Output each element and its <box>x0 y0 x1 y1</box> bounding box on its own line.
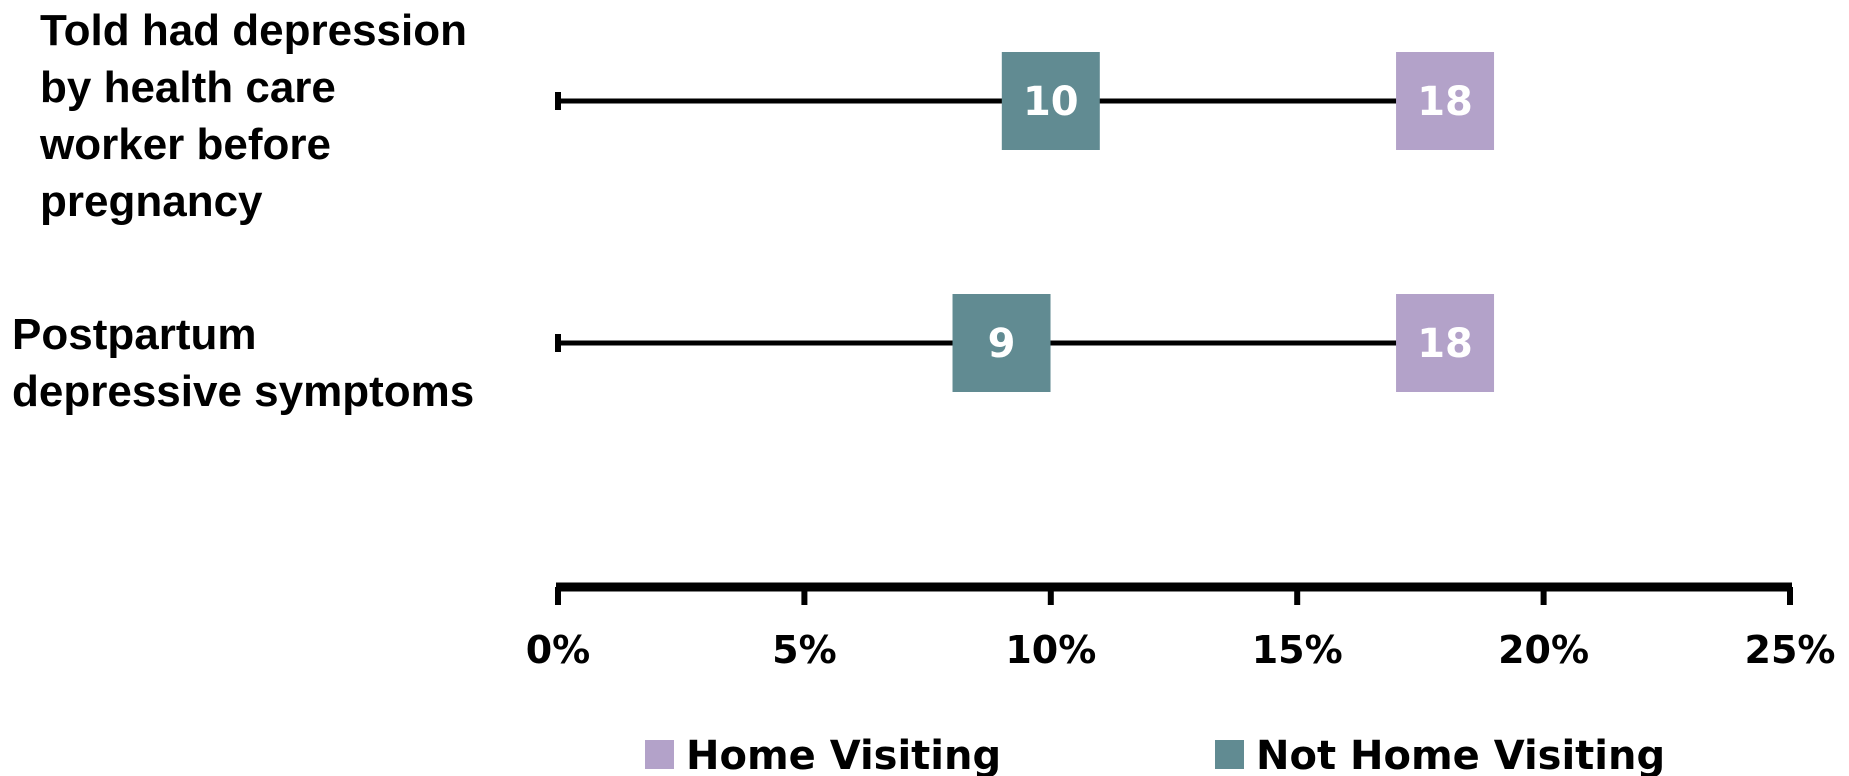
legend: Home Visiting Not Home Visiting <box>645 733 1665 776</box>
not-home-visiting-legend-swatch <box>1215 740 1244 769</box>
home-visiting-legend-swatch <box>645 740 674 769</box>
home-visiting-marker <box>1396 52 1495 150</box>
x-axis-tick-label: 20% <box>1498 628 1589 672</box>
home-visiting-value-label: 18 <box>1417 321 1473 367</box>
category-label: Told had depression by health care worker … <box>39 6 467 226</box>
home-visiting-value-label: 18 <box>1417 79 1473 125</box>
category-label: Postpartum depressive symptoms <box>12 310 474 416</box>
category-label-line: depressive symptoms <box>12 367 474 416</box>
category-label-line: Told had depression <box>40 6 467 55</box>
not-home-visiting-legend-label: Not Home Visiting <box>1256 733 1665 776</box>
not-home-visiting-value-label: 10 <box>1023 79 1079 125</box>
x-axis-tick-label: 5% <box>772 628 837 672</box>
x-axis: 0% 5% 10% 15% 20% 25% <box>526 582 1836 672</box>
category-label-line: by health care <box>40 63 336 112</box>
not-home-visiting-marker <box>1001 52 1100 150</box>
x-axis-tick-label: 10% <box>1005 628 1096 672</box>
not-home-visiting-value-label: 9 <box>988 321 1016 367</box>
category-label-line: worker before <box>39 120 331 169</box>
category-label-line: pregnancy <box>40 177 263 226</box>
category-row: Told had depression by health care worker … <box>39 6 1495 226</box>
home-visiting-legend-label: Home Visiting <box>686 733 1001 776</box>
x-axis-tick-label: 15% <box>1252 628 1343 672</box>
category-label-line: Postpartum <box>12 310 256 359</box>
not-home-visiting-marker <box>952 294 1051 392</box>
chart-rows: Told had depression by health care worker … <box>12 6 1495 416</box>
x-axis-tick-label: 25% <box>1745 628 1836 672</box>
category-row: Postpartum depressive symptoms 18 9 <box>12 294 1495 416</box>
home-visiting-marker <box>1396 294 1495 392</box>
x-axis-tick-label: 0% <box>526 628 591 672</box>
